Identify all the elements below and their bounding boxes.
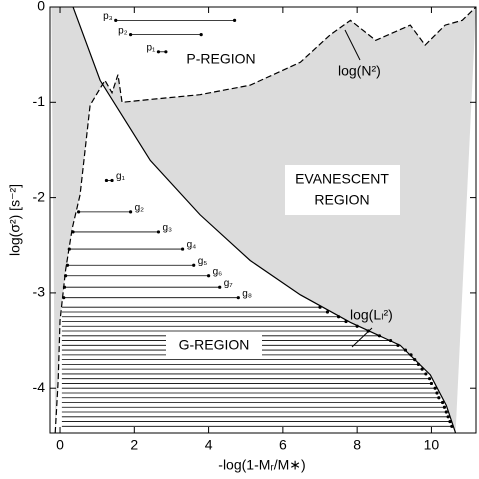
mode-end xyxy=(435,391,439,395)
mode-label: g₄ xyxy=(187,240,197,251)
l-curve-label: log(Lₗ²) xyxy=(350,307,393,323)
mode-label: g₁ xyxy=(116,171,126,182)
mode-label: g₇ xyxy=(224,278,234,289)
mode-start xyxy=(76,210,81,214)
mode-end xyxy=(446,415,450,419)
evanescent-label: REGION xyxy=(314,192,369,208)
x-tick-label: 2 xyxy=(130,437,138,453)
mode-label: g₆ xyxy=(213,266,223,277)
arrow xyxy=(344,29,361,61)
mode-start xyxy=(128,33,133,37)
mode-label: p₃ xyxy=(103,11,113,22)
y-tick-label: -1 xyxy=(33,93,46,109)
mode-end xyxy=(427,377,432,381)
evanescent-label: EVANESCENT xyxy=(295,171,389,187)
mode-end xyxy=(444,410,448,414)
mode-end xyxy=(180,247,185,251)
curve xyxy=(72,7,457,433)
mode-end xyxy=(440,400,445,405)
mode-start xyxy=(104,178,109,183)
p-region-label: P-REGION xyxy=(186,51,255,67)
mode-end xyxy=(433,386,437,390)
n-curve-label: log(N²) xyxy=(338,63,381,79)
mode-end xyxy=(164,50,168,54)
mode-end xyxy=(218,285,222,289)
x-tick-label: 4 xyxy=(205,437,213,453)
mode-end xyxy=(325,310,330,314)
x-tick-label: 0 xyxy=(56,437,64,453)
mode-end xyxy=(437,396,441,400)
mode-label: p₂ xyxy=(118,25,128,36)
mode-end xyxy=(442,405,447,409)
mode-end xyxy=(110,178,114,183)
mode-label: g₈ xyxy=(242,288,252,299)
y-tick-label: -4 xyxy=(33,379,46,395)
x-tick-label: 10 xyxy=(424,437,440,453)
mode-end xyxy=(429,381,434,386)
curve xyxy=(54,7,476,433)
plot-area xyxy=(51,7,476,433)
mode-start xyxy=(156,50,161,54)
frame xyxy=(49,6,477,434)
mode-label: g₂ xyxy=(135,203,145,214)
y-tick-label: 0 xyxy=(37,0,45,14)
mode-label: g₅ xyxy=(198,256,208,267)
x-tick-label: 6 xyxy=(279,437,287,453)
mode-label: p₁ xyxy=(147,42,157,53)
arrow xyxy=(351,327,373,348)
evanescent-region xyxy=(51,7,476,433)
x-tick-label: 8 xyxy=(353,437,361,453)
mode-label: g₃ xyxy=(162,223,172,234)
mode-end xyxy=(199,33,203,37)
mode-end xyxy=(424,372,428,376)
x-axis-label: -log(1-Mᵣ/M∗) xyxy=(218,457,305,473)
mode-end xyxy=(128,210,133,214)
mode-end xyxy=(236,296,240,300)
mode-end xyxy=(206,274,211,278)
g-region-label: G-REGION xyxy=(179,337,250,353)
mode-end xyxy=(448,419,452,424)
label-box xyxy=(285,165,400,215)
y-tick-label: -3 xyxy=(33,284,46,300)
mode-end xyxy=(192,263,196,267)
mode-end xyxy=(156,230,161,234)
mode-start xyxy=(114,18,118,22)
y-tick-label: -2 xyxy=(33,188,46,204)
y-axis-label: log(σ²) [s⁻²] xyxy=(7,184,23,256)
label-box xyxy=(176,48,266,70)
label-box xyxy=(166,335,262,357)
mode-end xyxy=(232,18,237,22)
